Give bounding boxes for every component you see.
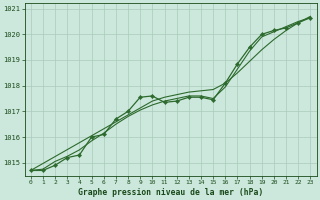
X-axis label: Graphe pression niveau de la mer (hPa): Graphe pression niveau de la mer (hPa)	[78, 188, 263, 197]
